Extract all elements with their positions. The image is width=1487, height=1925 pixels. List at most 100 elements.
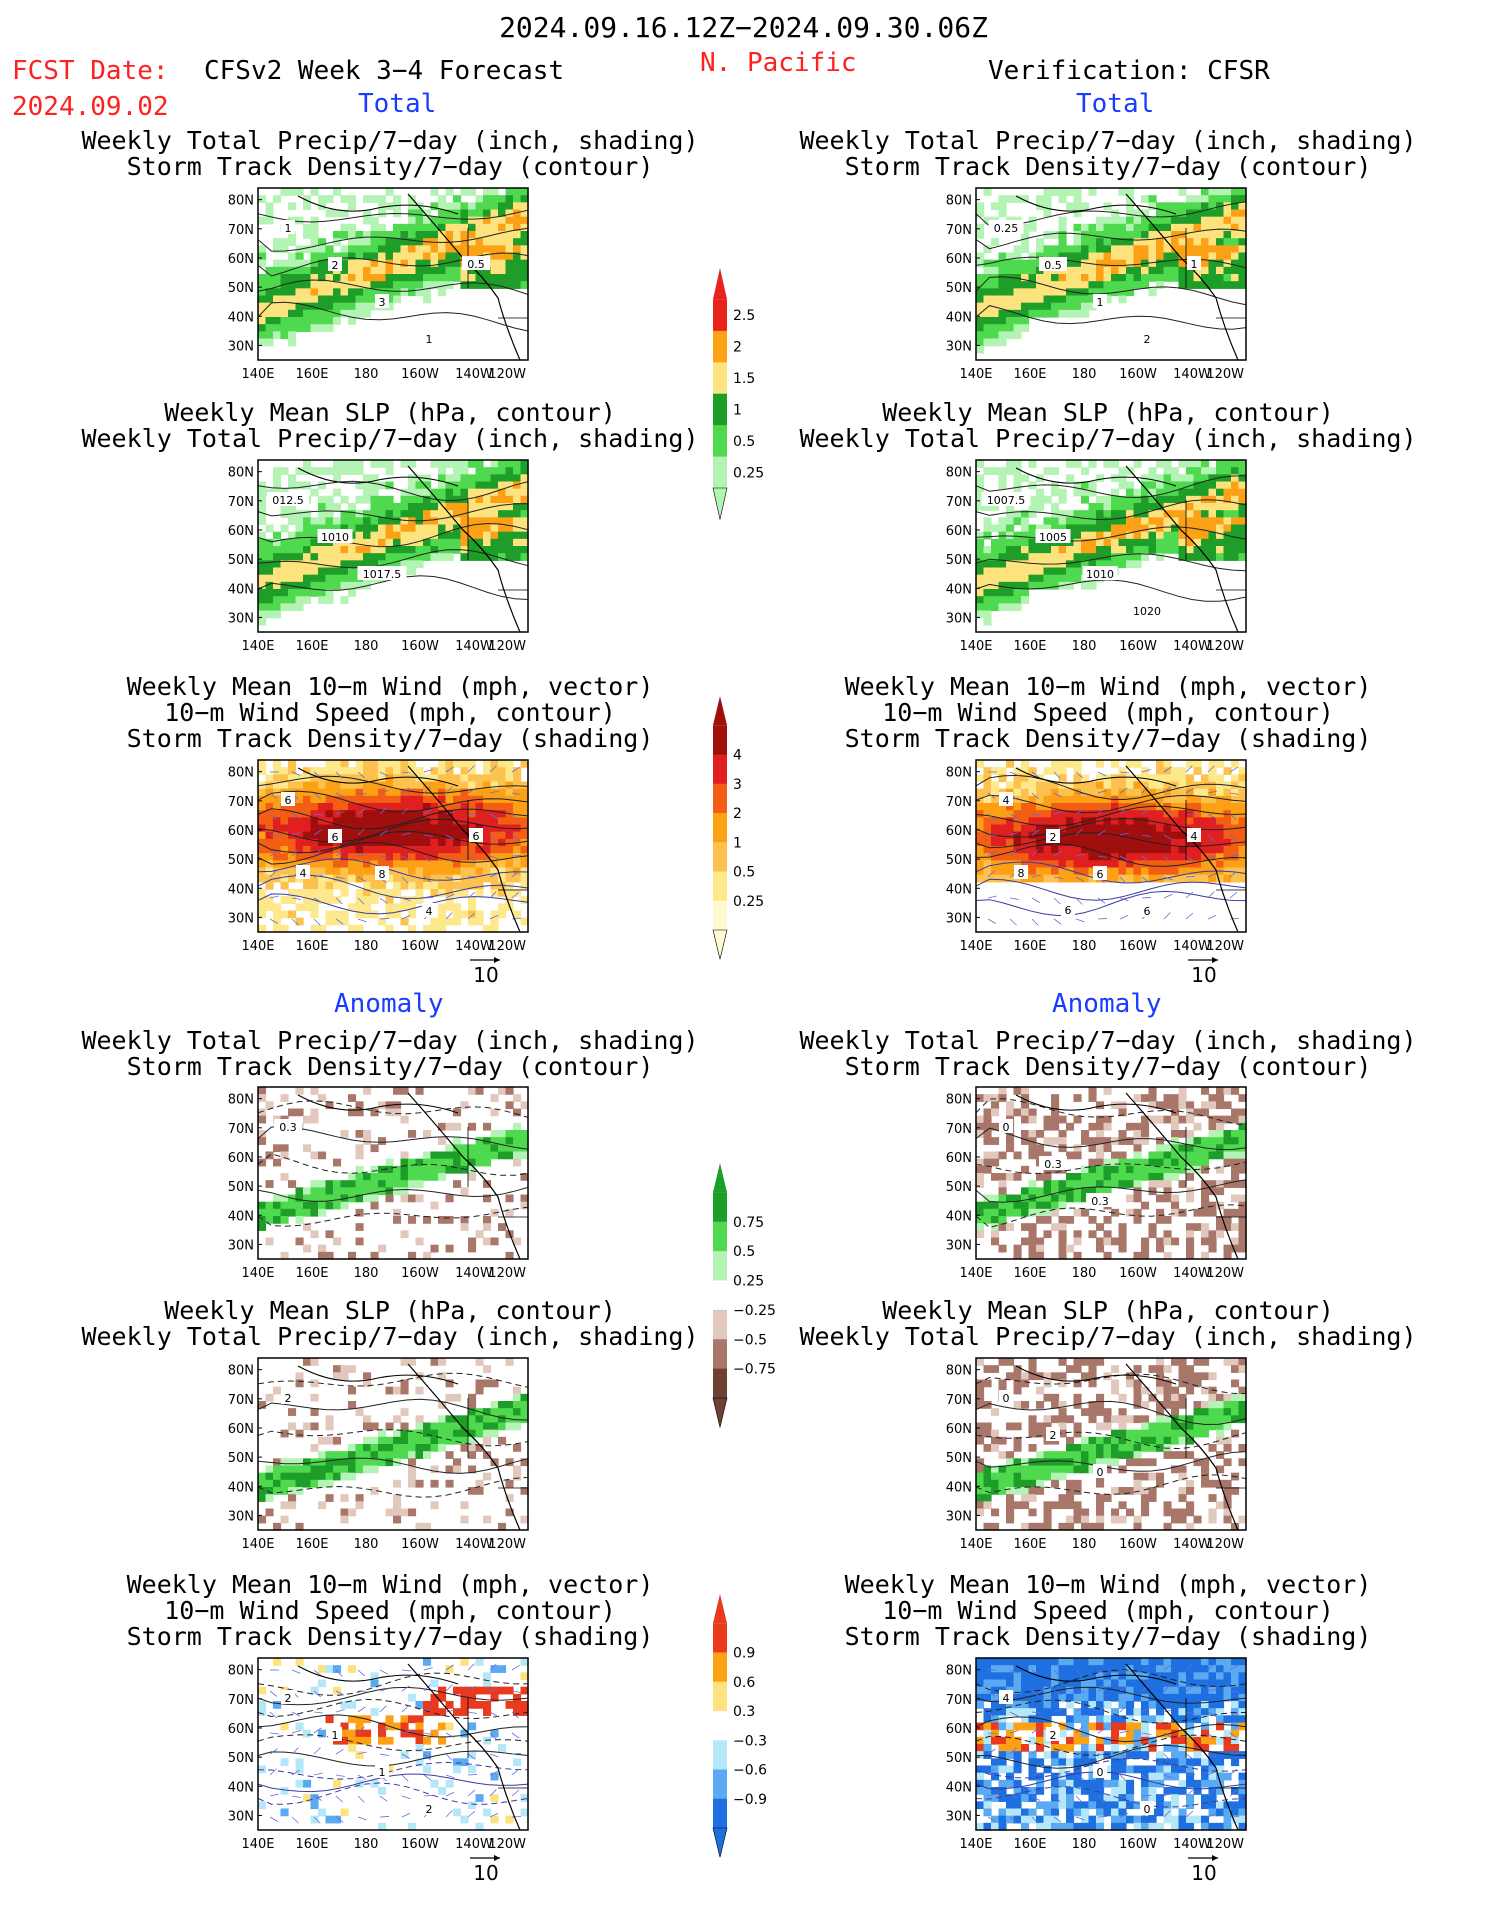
- panel-title-line: Weekly Mean 10−m Wind (mph, vector): [844, 1570, 1372, 1599]
- colorbar-label: −0.3: [733, 1733, 767, 1749]
- colorbar-label: −0.25: [733, 1303, 776, 1319]
- contour-label: 1: [1191, 258, 1198, 271]
- map-panel: [975, 460, 1247, 633]
- contour-label: 1007.5: [987, 494, 1026, 507]
- lon-tick-label: 140E: [959, 1837, 992, 1852]
- map-frame: [975, 459, 1247, 633]
- lon-tick-label: 140E: [241, 939, 274, 954]
- colorbar-label: −0.6: [733, 1763, 767, 1779]
- map-panel: [975, 1358, 1247, 1531]
- contour-label: 2: [285, 1392, 292, 1405]
- contour-label: 2: [1050, 1729, 1057, 1742]
- lon-tick-label: 120W: [1206, 939, 1244, 954]
- lon-tick-label: 120W: [1206, 1837, 1244, 1852]
- map-panel: [975, 1087, 1247, 1260]
- lat-tick-label: 30N: [228, 611, 254, 626]
- lon-tick-label: 120W: [488, 1266, 526, 1281]
- map-frame: [975, 1357, 1247, 1531]
- contour-label: 4: [1003, 1692, 1010, 1705]
- panel-title-line: Weekly Mean 10−m Wind (mph, vector): [126, 1570, 654, 1599]
- panel-title-line: Storm Track Density/7−day (contour): [126, 1052, 654, 1081]
- lat-tick-label: 40N: [946, 1209, 972, 1224]
- lon-tick-label: 180: [354, 639, 379, 654]
- map-frame: [257, 187, 529, 361]
- contour-label: 6: [1097, 868, 1104, 881]
- vector-reference-label: 10: [1191, 963, 1216, 987]
- colorbar-label: 1.5: [733, 371, 755, 387]
- contour-label: 4: [300, 867, 307, 880]
- colorbar-label: 0.25: [733, 465, 764, 481]
- colorbar-label: 0.5: [733, 1244, 755, 1260]
- panel-title-line: Weekly Total Precip/7−day (inch, shading…: [81, 1026, 699, 1055]
- lat-tick-label: 70N: [946, 795, 972, 810]
- contour-label: 0.3: [1044, 1158, 1062, 1171]
- lat-tick-label: 50N: [946, 1180, 972, 1195]
- vector-reference-label: 10: [1191, 1861, 1216, 1885]
- lat-tick-label: 30N: [228, 1238, 254, 1253]
- lat-tick-label: 80N: [228, 194, 254, 209]
- map-panel: [257, 1658, 529, 1831]
- model-title: CFSv2 Week 3−4 Forecast: [204, 56, 565, 86]
- contour-label: 012.5: [272, 494, 304, 507]
- lat-tick-label: 50N: [228, 281, 254, 296]
- lat-tick-label: 50N: [228, 1180, 254, 1195]
- lon-tick-label: 120W: [488, 939, 526, 954]
- lon-tick-label: 160E: [295, 639, 328, 654]
- lon-tick-label: 180: [1072, 939, 1097, 954]
- lon-tick-label: 160E: [1013, 939, 1046, 954]
- panel-title-line: Weekly Mean SLP (hPa, contour): [882, 1296, 1334, 1325]
- map-panel: [257, 760, 529, 933]
- lat-tick-label: 50N: [946, 281, 972, 296]
- contour-label: 0.3: [1091, 1195, 1109, 1208]
- lon-tick-label: 160E: [1013, 1537, 1046, 1552]
- contour-label: 2: [426, 1803, 433, 1816]
- lat-tick-label: 40N: [946, 1480, 972, 1495]
- lat-tick-label: 40N: [228, 1780, 254, 1795]
- lat-tick-label: 30N: [228, 339, 254, 354]
- lat-tick-label: 70N: [946, 495, 972, 510]
- lon-tick-label: 160W: [401, 639, 439, 654]
- lat-tick-label: 70N: [946, 223, 972, 238]
- lat-tick-label: 60N: [946, 252, 972, 267]
- lon-tick-label: 140E: [959, 939, 992, 954]
- lon-tick-label: 180: [1072, 1266, 1097, 1281]
- lat-tick-label: 30N: [946, 911, 972, 926]
- lon-tick-label: 180: [354, 1266, 379, 1281]
- contour-label: 0: [1144, 1803, 1151, 1816]
- lat-tick-label: 50N: [228, 1451, 254, 1466]
- lat-tick-label: 50N: [228, 853, 254, 868]
- contour-label: 1010: [321, 531, 349, 544]
- lat-tick-label: 80N: [228, 766, 254, 781]
- lat-tick-label: 50N: [946, 1451, 972, 1466]
- lat-tick-label: 80N: [946, 1664, 972, 1679]
- lat-tick-label: 80N: [228, 1364, 254, 1379]
- map-frame: [975, 187, 1247, 361]
- section-total-right: Total: [1076, 89, 1155, 119]
- lon-tick-label: 120W: [1206, 1266, 1244, 1281]
- map-panel: [257, 1358, 529, 1531]
- lon-tick-label: 160E: [1013, 1837, 1046, 1852]
- panel-title-line: Storm Track Density/7−day (shading): [126, 724, 654, 753]
- panel-title-line: Storm Track Density/7−day (shading): [844, 724, 1372, 753]
- panel-title-line: Weekly Total Precip/7−day (inch, shading…: [81, 126, 699, 155]
- lat-tick-label: 80N: [228, 466, 254, 481]
- lon-tick-label: 140W: [1173, 367, 1211, 382]
- lon-tick-label: 160W: [401, 367, 439, 382]
- lat-tick-label: 80N: [946, 194, 972, 209]
- map-panel: [975, 760, 1247, 933]
- lon-tick-label: 160W: [1119, 367, 1157, 382]
- lon-tick-label: 140E: [241, 639, 274, 654]
- lon-tick-label: 160W: [1119, 1537, 1157, 1552]
- lat-tick-label: 40N: [228, 310, 254, 325]
- lat-tick-label: 40N: [228, 882, 254, 897]
- lat-tick-label: 70N: [228, 495, 254, 510]
- contour-label: 4: [1191, 830, 1198, 843]
- colorbar-label: 1: [733, 835, 742, 851]
- lon-tick-label: 160E: [295, 1537, 328, 1552]
- lat-tick-label: 40N: [228, 582, 254, 597]
- lat-tick-label: 80N: [946, 1093, 972, 1108]
- lon-tick-label: 160W: [1119, 939, 1157, 954]
- colorbar-label: 0.5: [733, 865, 755, 881]
- contour-label: 2: [1050, 831, 1057, 844]
- map-frame: [257, 759, 529, 933]
